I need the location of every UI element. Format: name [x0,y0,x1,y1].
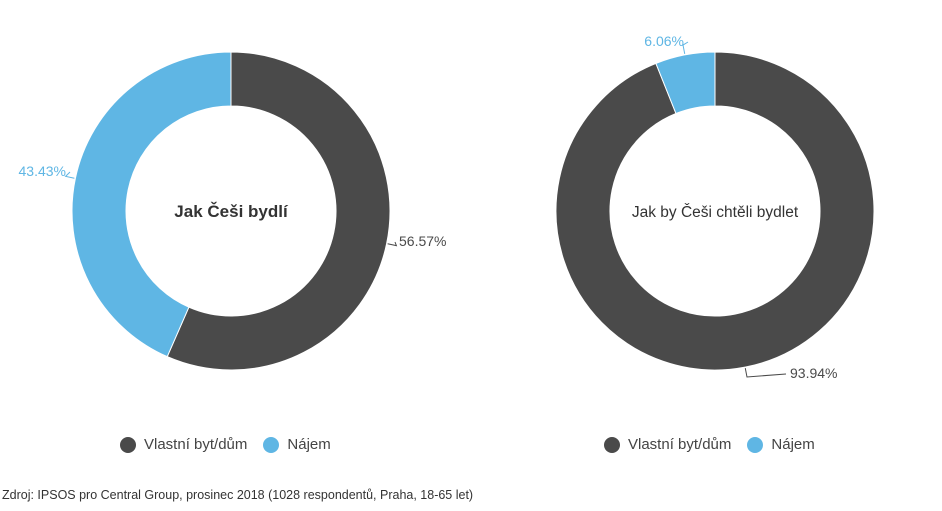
charts-canvas: 56.57% 43.43% Jak Češi bydlí 93.94% 6.06% Jak… [19,33,875,381]
slice-own-home[interactable] [555,51,875,371]
legend-item-rent[interactable]: Nájem [263,436,331,453]
data-label-rent: 43.43% [19,163,66,179]
data-label-own-home: 56.57% [399,233,446,249]
legend-item-rent[interactable]: Nájem [747,436,815,453]
slice-own-home[interactable] [166,51,391,371]
source-note: Zdroj: IPSOS pro Central Group, prosinec… [2,488,474,502]
leader-line-rent [682,41,689,54]
data-label-own-home: 93.94% [790,365,837,381]
legend-label-rent: Nájem [771,436,815,453]
slice-rent[interactable] [655,51,716,115]
legend-label-own-home: Vlastní byt/dům [144,436,248,453]
legend-swatch-own-home [120,436,136,453]
legend-item-own-home[interactable]: Vlastní byt/dům [120,436,247,453]
legend-item-own-home[interactable]: Vlastní byt/dům [604,436,731,453]
leader-line-own-home [744,368,787,378]
legend-chart-1: Vlastní byt/dům Nájem [120,436,347,453]
leader-line-own-home [387,241,398,247]
donut-center-title: Jak Češi bydlí [174,202,289,221]
donut-chart-1: 56.57% 43.43% Jak Češi bydlí [19,51,446,371]
data-label-rent: 6.06% [644,33,684,49]
legend-label-rent: Nájem [287,436,331,453]
donut-chart-2: 93.94% 6.06% Jak by Češi chtěli bydlet [555,33,875,381]
legend-swatch-rent [747,436,764,453]
legend-label-own-home: Vlastní byt/dům [628,436,732,453]
legend-chart-2: Vlastní byt/dům Nájem [604,436,831,453]
legend-swatch-own-home [604,436,620,453]
leader-line-rent [64,171,75,179]
slice-rent[interactable] [71,51,232,358]
legend-swatch-rent [263,436,280,453]
donut-center-title: Jak by Češi chtěli bydlet [632,204,799,221]
